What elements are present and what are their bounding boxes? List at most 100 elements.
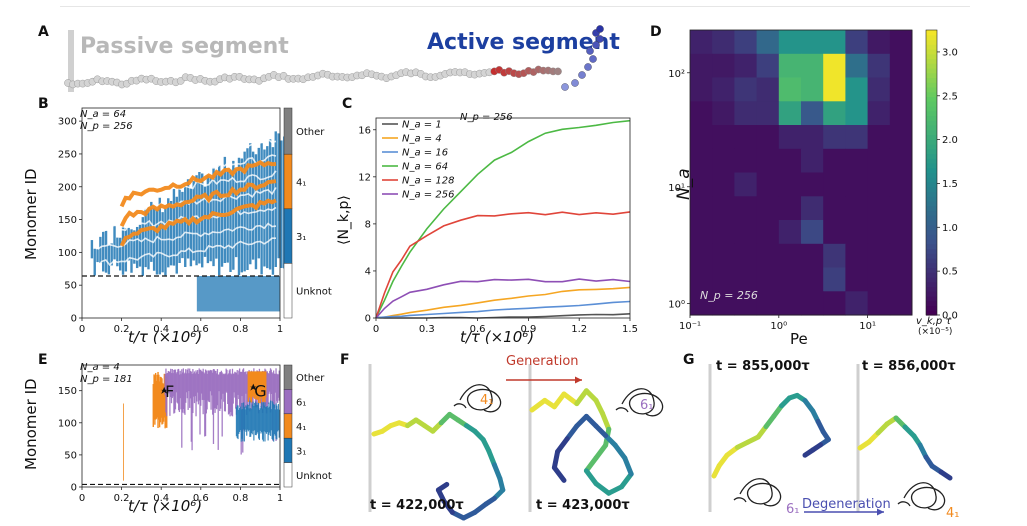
b-gap <box>97 105 277 135</box>
b-band-41 <box>119 160 277 208</box>
panel-d-annotation: N_p = 256 <box>700 289 758 302</box>
d-heat-cell <box>734 267 758 292</box>
d-colorbar-segment <box>926 186 937 193</box>
d-heat-cell <box>778 220 802 245</box>
polymer-chain <box>64 25 604 91</box>
g-chain-left <box>802 447 816 458</box>
panel-g-illustration <box>708 364 953 516</box>
d-heat-cell <box>867 267 891 292</box>
panel-b-xlabel: t/τ (×10⁶) <box>128 328 203 346</box>
d-heat-cell <box>712 77 735 102</box>
panel-g-letter: G <box>683 352 695 368</box>
e-xtick-label: 0.8 <box>232 493 248 504</box>
generation-arrowhead <box>575 376 582 384</box>
d-colorbar-segment <box>926 72 937 78</box>
active-bead <box>589 55 597 63</box>
d-colorbar-segment <box>926 101 937 107</box>
panel-b-letter: B <box>38 96 49 112</box>
f-chain-right <box>612 442 628 461</box>
b-ytick-label: 50 <box>64 281 77 292</box>
d-colorbar-segment <box>926 77 937 83</box>
d-colorbar-segment <box>926 139 937 145</box>
e-xtick-label: 0.4 <box>153 493 169 504</box>
d-heat-cell <box>690 148 713 174</box>
d-heat-cell <box>734 196 758 221</box>
c-xtick-label: 0.3 <box>419 324 435 335</box>
e-xtick-label: 1 <box>277 493 283 504</box>
d-heat-cell <box>734 77 758 102</box>
d-heat-cell <box>845 196 869 221</box>
b-gap <box>97 222 277 250</box>
d-axes-frame <box>689 29 913 316</box>
b-xtick-label: 0.2 <box>114 324 130 335</box>
d-heat-cell <box>801 172 824 197</box>
d-xtick-label: 10⁰ <box>770 321 787 332</box>
f-chain-right <box>551 391 567 410</box>
d-colorbar-segment <box>926 286 937 292</box>
d-heat-cell <box>889 196 913 221</box>
b-xtick-label: 0.4 <box>153 324 169 335</box>
c-legend-label: N_a = 128 <box>402 176 454 187</box>
d-colorbar-tick-label: 2.5 <box>942 91 958 102</box>
d-heat-cell <box>867 53 891 79</box>
e-legend-swatch <box>283 413 293 439</box>
c-series-line <box>375 300 631 319</box>
d-heat-cell <box>778 125 802 150</box>
d-colorbar-segment <box>926 281 937 288</box>
panel-e-chart: F G 0 0.2 0.4 0.6 0.8 1 0 50 100 150 Other 6₁ 4₁ 3₁ Unkn… <box>58 364 332 504</box>
d-heat-cell <box>690 172 713 197</box>
d-heat-cell <box>889 291 913 316</box>
d-heat-cell <box>845 125 869 150</box>
d-heat-cell <box>734 172 758 197</box>
panel-c-xlabel: t/τ (×10⁶) <box>460 328 535 346</box>
d-heat-cell <box>690 77 713 102</box>
d-colorbar-segment <box>926 163 937 169</box>
d-heat-cell <box>778 196 802 221</box>
c-legend-label: N_a = 64 <box>402 162 448 173</box>
c-ytick-label: 8 <box>365 219 371 230</box>
chain-bead <box>554 67 562 76</box>
b-xtick-label: 0 <box>79 324 85 335</box>
d-heat-cell <box>823 77 846 102</box>
d-colorbar-segment <box>926 296 937 302</box>
d-colorbar-segment <box>926 39 937 45</box>
c-series-line <box>375 119 631 319</box>
e-marker-label: G <box>254 381 266 400</box>
d-heat-cell <box>734 148 758 174</box>
d-heat-cell <box>845 101 869 126</box>
e-axes-frame <box>81 364 281 488</box>
panel-f-illustration <box>368 364 664 521</box>
d-heat-cell <box>867 172 891 197</box>
f-chain-right <box>622 455 634 477</box>
f-chain-right <box>583 468 599 487</box>
e-xtick-label: 0.6 <box>193 493 209 504</box>
d-xtick-label: 10¹ <box>859 321 876 332</box>
d-heat-cell <box>712 172 735 197</box>
d-heat-cell <box>889 243 913 269</box>
d-heat-cell <box>889 30 913 55</box>
d-heat-cell <box>867 291 891 316</box>
active-bead <box>596 25 604 33</box>
d-heat-cell <box>712 53 735 79</box>
d-colorbar-segment <box>926 53 937 60</box>
d-heat-cell <box>889 125 913 150</box>
d-heat-cell <box>756 196 780 221</box>
e-ytick-label: 50 <box>64 450 77 461</box>
d-colorbar-segment <box>926 125 937 131</box>
g-knot-sketch-left <box>733 478 782 507</box>
c-legend-label: N_a = 16 <box>402 148 448 159</box>
d-heat-cell <box>889 220 913 245</box>
d-heat-cell <box>756 172 780 197</box>
b-gap <box>97 237 276 267</box>
b-ytick-label: 0 <box>71 314 77 325</box>
panel-b-na: N_a = 64 <box>80 109 127 120</box>
d-heat-cell <box>756 220 780 245</box>
c-axes-frame <box>375 117 631 319</box>
d-colorbar-segment <box>926 49 937 55</box>
b-band-41 <box>119 179 277 228</box>
d-heat-cell <box>778 148 802 174</box>
b-lower-block <box>196 276 280 312</box>
d-heat-cell <box>734 291 758 316</box>
d-heat-cell <box>756 125 780 150</box>
d-colorbar-segment <box>926 96 937 102</box>
